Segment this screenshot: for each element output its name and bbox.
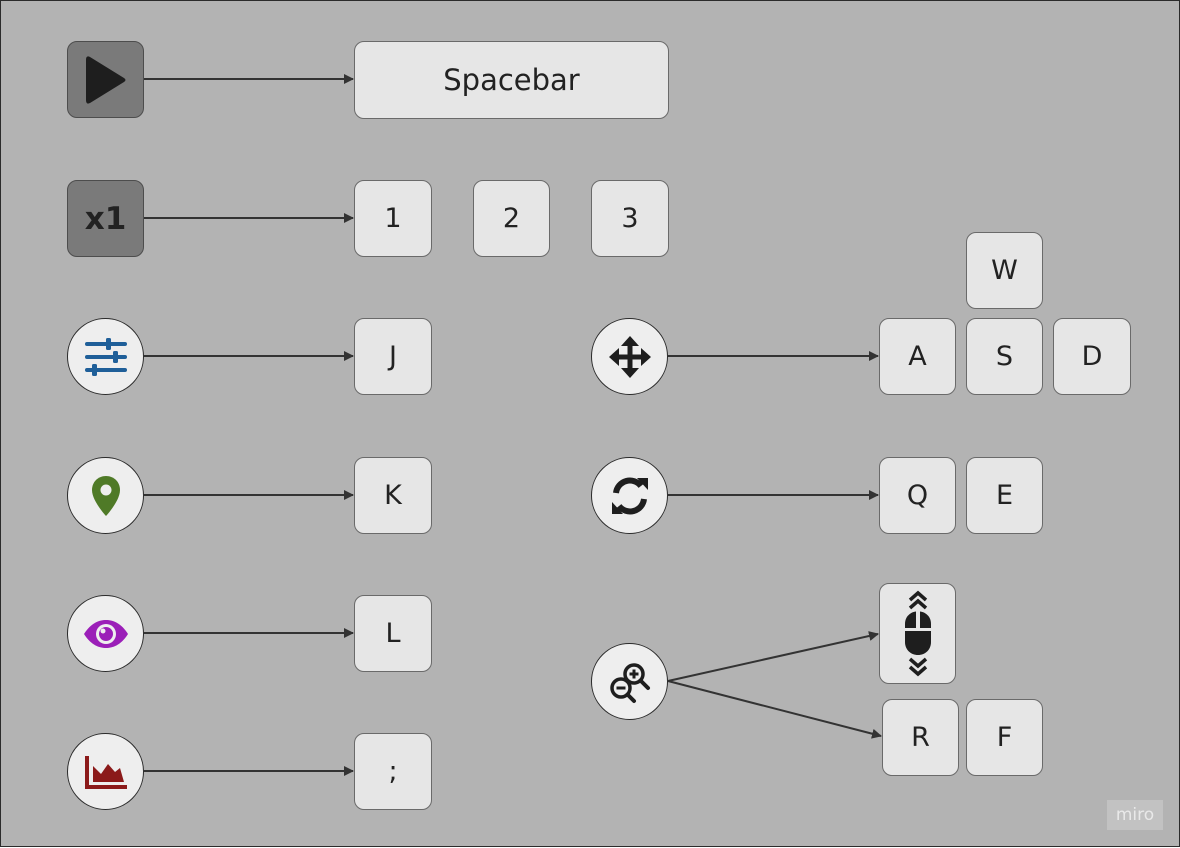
zoom-button[interactable] (591, 643, 668, 720)
key-f[interactable]: F (966, 699, 1043, 776)
move-arrows-icon (608, 335, 651, 378)
sliders-icon (84, 337, 127, 376)
rotate-button[interactable] (591, 457, 668, 534)
mouse-scroll-key[interactable] (879, 583, 956, 684)
key-e[interactable]: E (966, 457, 1043, 534)
key-d[interactable]: D (1053, 318, 1131, 395)
zoom-in-out-icon (609, 662, 650, 703)
key-w[interactable]: W (966, 232, 1043, 309)
key-k[interactable]: K (354, 457, 432, 534)
miro-watermark: miro (1107, 800, 1163, 830)
arrow-zoom-keys (667, 680, 882, 739)
key-spacebar[interactable]: Spacebar (354, 41, 669, 119)
play-button[interactable] (67, 41, 144, 118)
key-q[interactable]: Q (879, 457, 956, 534)
eye-icon (83, 619, 128, 648)
speed-button[interactable]: x1 (67, 180, 144, 257)
key-2[interactable]: 2 (473, 180, 550, 257)
arrow-zoom-mouse (667, 631, 879, 682)
chart-button[interactable] (67, 733, 144, 810)
mouse-scroll-icon (904, 590, 931, 676)
view-button[interactable] (67, 595, 144, 672)
key-3[interactable]: 3 (591, 180, 669, 257)
location-button[interactable] (67, 457, 144, 534)
rotate-icon (611, 477, 648, 514)
settings-button[interactable] (67, 318, 144, 395)
move-button[interactable] (591, 318, 668, 395)
key-1[interactable]: 1 (354, 180, 432, 257)
key-semicolon[interactable]: ; (354, 733, 432, 810)
play-icon (85, 55, 125, 104)
key-l[interactable]: L (354, 595, 432, 672)
map-pin-icon (91, 475, 120, 516)
key-j[interactable]: J (354, 318, 432, 395)
area-chart-icon (84, 755, 127, 789)
key-a[interactable]: A (879, 318, 956, 395)
key-r[interactable]: R (882, 699, 959, 776)
speed-label: x1 (84, 200, 127, 237)
key-s[interactable]: S (966, 318, 1043, 395)
